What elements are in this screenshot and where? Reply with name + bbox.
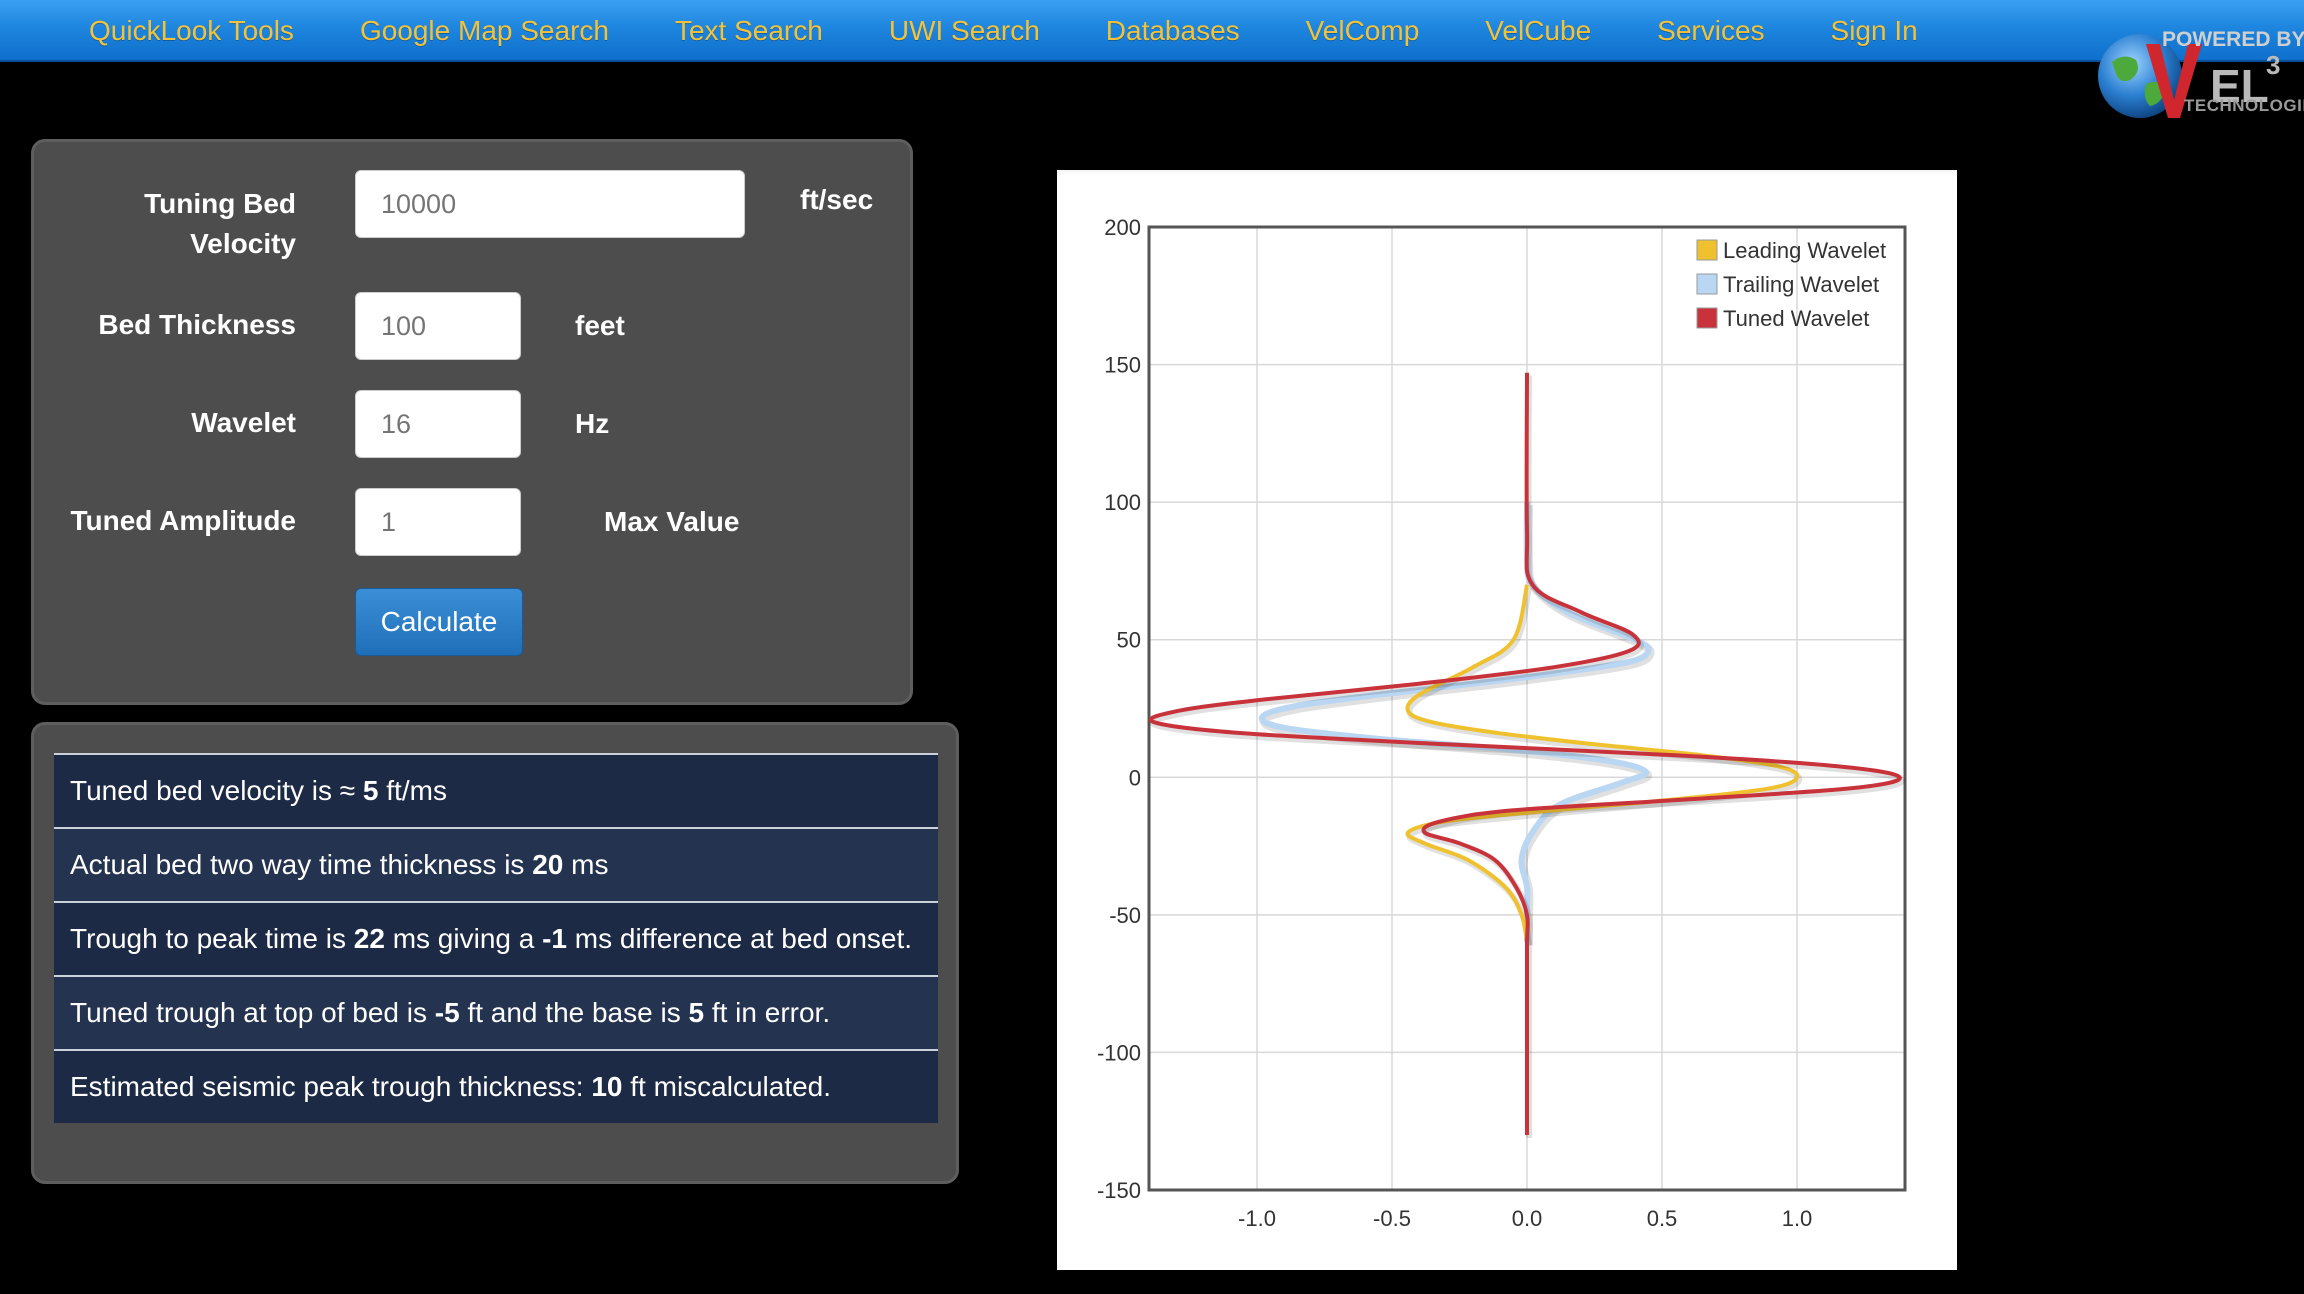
y-tick-label: -100 [1097,1040,1141,1065]
amplitude-unit: Max Value [604,506,740,537]
wavelet-chart-svg: -1.0 -0.5 0.0 0.5 1.0 200 150 100 50 0 -50 -100 -150… [1057,170,1957,1231]
y-tick-label: 50 [1117,628,1141,653]
result-trough-peak-time: Trough to peak time is 22 ms giving a -1… [54,901,938,975]
x-tick-label: -1.0 [1238,1206,1276,1231]
nav-google-map-search[interactable]: Google Map Search [359,15,609,46]
x-tick-label: 0.0 [1512,1206,1543,1231]
result-trough-error: Tuned trough at top of bed is -5 ft and … [54,975,938,1049]
y-tick-label: 100 [1104,490,1141,515]
vel3-logo[interactable]: EL 3 POWERED BY TECHNOLOGIES [2090,22,2304,122]
result-estimated-thickness: Estimated seismic peak trough thickness:… [54,1049,938,1123]
thickness-label: Bed Thickness [98,309,296,340]
nav-quicklook-tools[interactable]: QuickLook Tools [89,15,294,46]
trailing-wavelet-line [1258,502,1652,943]
leading-wavelet-legend-label: Leading Wavelet [1723,238,1886,263]
x-tick-label: 0.5 [1647,1206,1678,1231]
wavelet-unit: Hz [575,408,610,439]
leading-wavelet-shadow [1406,587,1803,946]
nav-velcube[interactable]: VelCube [1485,15,1592,46]
amplitude-input[interactable] [355,488,521,556]
nav-items: QuickLook Tools Google Map Search Text S… [56,0,1951,62]
wavelet-input[interactable] [355,390,521,458]
top-navbar: QuickLook Tools Google Map Search Text S… [0,0,2304,62]
y-tick-label: 150 [1104,353,1141,378]
velocity-label-line1: Tuning Bed [144,188,296,219]
velocity-label-line2: Velocity [190,228,296,259]
nav-services[interactable]: Services [1657,15,1765,46]
tuning-form-panel: Tuning Bed Velocity ft/sec Bed Thickness… [31,139,913,705]
tuned-wavelet-line [1148,372,1902,1135]
x-tick-label: -0.5 [1373,1206,1411,1231]
calculate-button[interactable]: Calculate [355,588,523,656]
tuned-wavelet-legend-label: Tuned Wavelet [1723,306,1869,331]
results-list: Tuned bed velocity is ≈ 5 ft/ms Actual b… [54,753,938,1123]
thickness-unit: feet [575,310,625,341]
leading-wavelet-legend-swatch [1696,239,1718,261]
chart-header-band [1057,170,1957,240]
plot-border [1147,225,1907,1192]
nav-text-search[interactable]: Text Search [674,15,823,46]
svg-text:3: 3 [2266,50,2280,80]
y-tick-label: 0 [1129,765,1141,790]
x-tick-label: 1.0 [1782,1206,1813,1231]
nav-databases[interactable]: Databases [1105,15,1240,46]
results-panel: Tuned bed velocity is ≈ 5 ft/ms Actual b… [31,722,959,1184]
nav-sign-in[interactable]: Sign In [1830,15,1918,46]
tuned-wavelet-legend-swatch [1696,307,1718,329]
nav-uwi-search[interactable]: UWI Search [888,15,1040,46]
trailing-wavelet-legend-swatch [1696,273,1718,295]
y-tick-label: -50 [1109,903,1141,928]
thickness-input[interactable] [355,292,521,360]
logo-powered-by: POWERED BY [2162,28,2304,51]
y-tick-label: -150 [1097,1178,1141,1203]
nav-velcomp[interactable]: VelComp [1305,15,1420,46]
wavelet-chart: -1.0 -0.5 0.0 0.5 1.0 200 150 100 50 0 -50 -100 -150… [1057,170,1957,1270]
result-tuned-velocity: Tuned bed velocity is ≈ 5 ft/ms [54,753,938,827]
leading-wavelet-line [1405,584,1800,943]
y-tick-label: 200 [1104,215,1141,240]
trailing-wavelet-legend-label: Trailing Wavelet [1723,272,1879,297]
velocity-unit: ft/sec [800,184,874,215]
wavelet-label: Wavelet [191,407,296,438]
logo-technologies: TECHNOLOGIES [2184,96,2304,115]
globe-logo-icon: EL 3 [2098,34,2280,118]
velocity-label: Tuning Bed Velocity [54,184,296,264]
svg-text:EL: EL [2210,60,2269,112]
velocity-input[interactable] [355,170,745,238]
amplitude-label: Tuned Amplitude [70,505,296,536]
result-twt-thickness: Actual bed two way time thickness is 20 … [54,827,938,901]
